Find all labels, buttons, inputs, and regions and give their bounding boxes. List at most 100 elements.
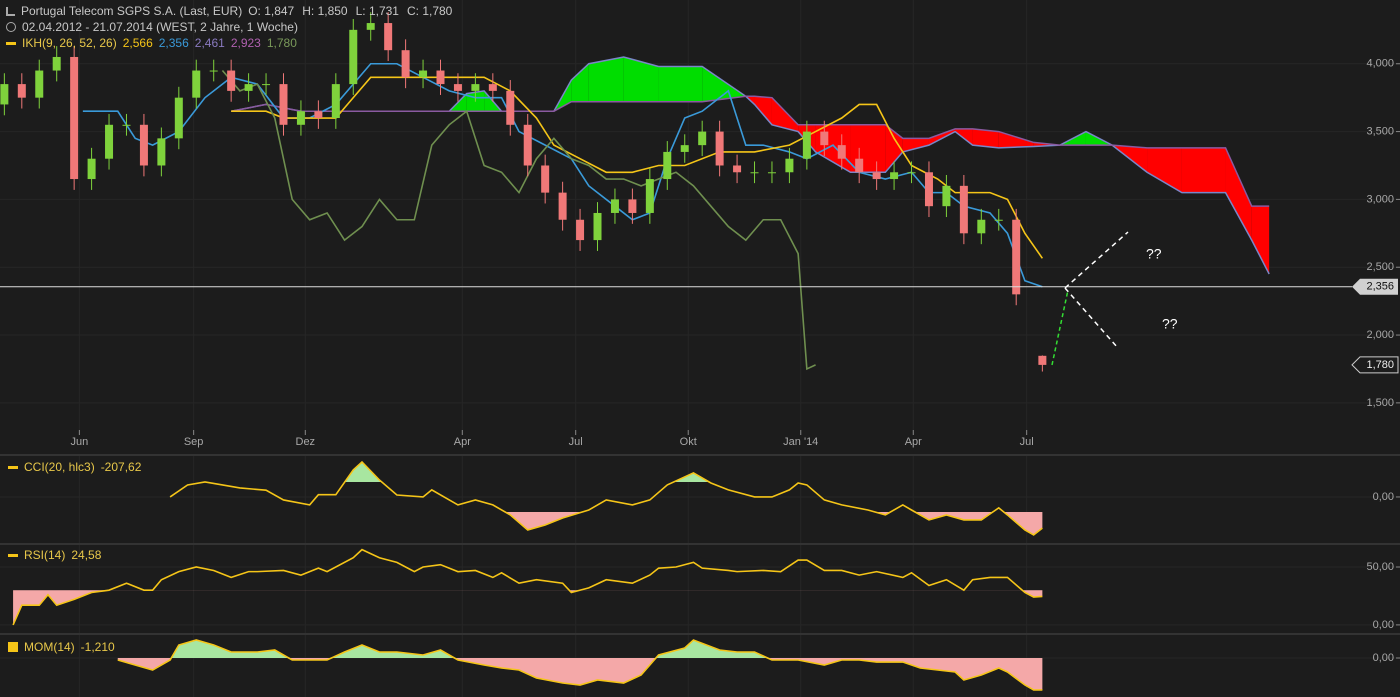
- candle-body: [453, 84, 462, 91]
- candle-body: [139, 124, 148, 166]
- candle-body: [279, 84, 288, 125]
- candle-body: [87, 158, 96, 180]
- ohlc-value: O: 1,847: [248, 4, 295, 18]
- candle-body: [349, 29, 358, 85]
- x-tick-label: Sep: [184, 436, 204, 448]
- cloud-edge: [231, 95, 1270, 207]
- x-tick-label: Apr: [905, 436, 922, 448]
- candle-body: [837, 145, 846, 159]
- y-tick-label: 2,500: [1366, 261, 1394, 273]
- indicator-line: [82, 62, 1043, 288]
- price-tag-label: 2,356: [1366, 281, 1394, 293]
- legend-swatch: [8, 642, 18, 652]
- y-tick-label: 50,00: [1366, 561, 1394, 573]
- cloud-segment: [885, 124, 903, 173]
- cloud-segment: [571, 63, 589, 102]
- indicator-line: [169, 460, 1043, 536]
- candle-body: [767, 172, 776, 174]
- y-tick-label: 0,00: [1373, 491, 1394, 503]
- candle-body: [384, 23, 393, 51]
- indicator-name: IKH(9, 26, 52, 26): [22, 36, 117, 50]
- panel-legend: MOM(14) -1,210: [8, 640, 115, 654]
- cloud-segment: [771, 97, 799, 132]
- annotation: ??: [1162, 316, 1178, 332]
- legend-swatch: [8, 553, 18, 557]
- header-row: IKH(9, 26, 52, 26) 2,566 2,356 2,461 2,923 1…: [6, 36, 297, 50]
- ohlc-value: C: 1,780: [406, 4, 453, 18]
- indicator-value: 2,566: [122, 36, 153, 50]
- indicator-area: [170, 462, 1043, 482]
- candle-body: [645, 179, 654, 213]
- forecast-line: [1051, 289, 1069, 366]
- candle-body: [174, 97, 183, 139]
- candle-body: [227, 70, 236, 91]
- cloud-segment: [1225, 147, 1252, 241]
- candle-body: [698, 131, 707, 146]
- indicator-values: 2,566 2,356 2,461 2,923 1,780: [123, 36, 297, 50]
- ohlc: O: 1,847 H: 1,850 L: 1,731 C: 1,780: [248, 4, 452, 18]
- indicator-value: 2,923: [230, 36, 261, 50]
- y-tick-label: 0,00: [1373, 619, 1394, 631]
- price-tag-label: 1,780: [1366, 359, 1394, 371]
- candle-body: [122, 124, 131, 126]
- legend-value: -207,62: [100, 460, 142, 474]
- x-tick-label: Jun: [71, 436, 89, 448]
- candle-body: [314, 111, 323, 119]
- candle-body: [628, 199, 637, 213]
- candle-body: [907, 172, 916, 174]
- candle-body: [872, 172, 881, 180]
- candle-body: [750, 172, 759, 174]
- y-tick-label: 3,500: [1366, 125, 1394, 137]
- candle-body: [0, 84, 9, 105]
- candle-body: [1012, 219, 1021, 295]
- indicator-value: 2,461: [194, 36, 225, 50]
- candle-body: [820, 131, 829, 146]
- candle-body: [924, 172, 933, 207]
- indicator-area: [505, 511, 1043, 535]
- x-tick-label: Dez: [296, 436, 316, 448]
- candle-body: [192, 70, 201, 98]
- candle-body: [366, 23, 375, 30]
- panel-legend: CCI(20, hlc3) -207,62: [8, 460, 141, 474]
- forecast-line: [1064, 231, 1129, 289]
- cloud-segment: [972, 128, 999, 148]
- candle-body: [436, 70, 445, 85]
- candle-body: [244, 84, 253, 91]
- cloud-segment: [902, 138, 929, 152]
- candle-body: [331, 84, 340, 119]
- price-tag: [1352, 278, 1398, 295]
- candle-body: [296, 111, 305, 125]
- candle-body: [262, 84, 271, 86]
- indicator-line: [117, 639, 1043, 691]
- candle-body: [471, 84, 480, 91]
- cloud-segment: [1181, 147, 1226, 193]
- indicator-line: [231, 76, 1044, 259]
- cloud-segment: [658, 66, 703, 102]
- candle-body: [942, 185, 951, 207]
- indicator-line: [221, 70, 816, 371]
- y-tick-label: 4,000: [1366, 58, 1394, 70]
- candle-body: [663, 151, 672, 180]
- legend-value: 24,58: [71, 548, 102, 562]
- indicator-area: [117, 657, 1043, 691]
- date-range: 02.04.2012 - 21.07.2014 (WEST, 2 Jahre, …: [22, 20, 298, 34]
- candle-body: [959, 185, 968, 234]
- candle-body: [576, 219, 585, 241]
- candle-body: [506, 90, 515, 125]
- indicator-area: [13, 590, 1043, 625]
- candle-body: [802, 131, 811, 159]
- candle-body: [419, 70, 428, 78]
- candle-body: [157, 138, 166, 166]
- instrument-title: Portugal Telecom SGPS S.A. (Last, EUR): [21, 4, 243, 18]
- forecast-line: [1064, 287, 1119, 349]
- candle-body: [558, 192, 567, 220]
- header-row: Portugal Telecom SGPS S.A. (Last, EUR) O…: [6, 4, 452, 18]
- candle-body: [1038, 355, 1047, 365]
- legend-label: RSI(14): [24, 548, 66, 562]
- cloud-segment: [998, 131, 1034, 148]
- x-tick-label: Apr: [454, 436, 471, 448]
- indicator-area: [117, 639, 1043, 658]
- y-tick-label: 0,00: [1373, 652, 1394, 664]
